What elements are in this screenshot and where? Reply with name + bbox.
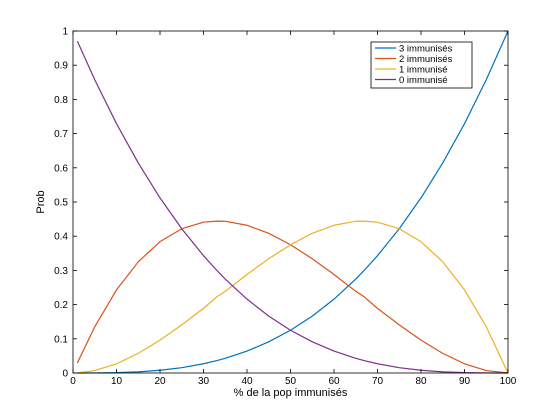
x-tick-label: 0: [70, 376, 76, 387]
y-tick-label: 1: [62, 27, 68, 38]
y-tick-label: 0.5: [54, 198, 68, 209]
x-tick-label: 20: [154, 376, 166, 387]
legend-box: [370, 41, 473, 89]
legend-entry-label: 0 immunisé: [399, 75, 448, 86]
legend-entry-label: 1 immunisé: [399, 64, 448, 75]
y-axis-label: Prob: [35, 190, 47, 213]
axes-layer: 0 10 20 30 40 50 60 70 80 90 100 0 0.1 0.2 0.3 0.4 0.5 0.…: [54, 27, 517, 388]
series-line-3: [76, 40, 509, 374]
series-layer: [76, 30, 509, 374]
x-tick-label: 30: [198, 376, 210, 387]
series-line-2: [77, 220, 509, 374]
x-tick-label: 80: [415, 376, 427, 387]
y-tick-label: 0.6: [54, 163, 68, 174]
x-tick-label: 60: [328, 376, 340, 387]
y-tick-label: 0.2: [54, 300, 68, 311]
y-tick-label: 0: [62, 369, 68, 380]
legend-entry-label: 2 immunisés: [399, 54, 453, 65]
y-tick-label: 0.1: [54, 334, 68, 345]
legend-entry-label: 3 immunisés: [399, 43, 453, 54]
x-tick-label: 70: [372, 376, 384, 387]
x-tick-label: 10: [111, 376, 123, 387]
x-tick-label: 40: [241, 376, 253, 387]
x-axis-label: % de la pop immunisés: [234, 387, 348, 399]
y-tick-label: 0.3: [54, 266, 68, 277]
x-tick-label: 90: [459, 376, 471, 387]
y-tick-label: 0.8: [54, 95, 68, 106]
y-tick-label: 0.4: [54, 232, 68, 243]
x-tick-label: 50: [285, 376, 297, 387]
y-tick-label: 0.9: [54, 61, 68, 72]
x-tick-label: 100: [500, 376, 517, 387]
y-tick-label: 0.7: [54, 129, 68, 140]
